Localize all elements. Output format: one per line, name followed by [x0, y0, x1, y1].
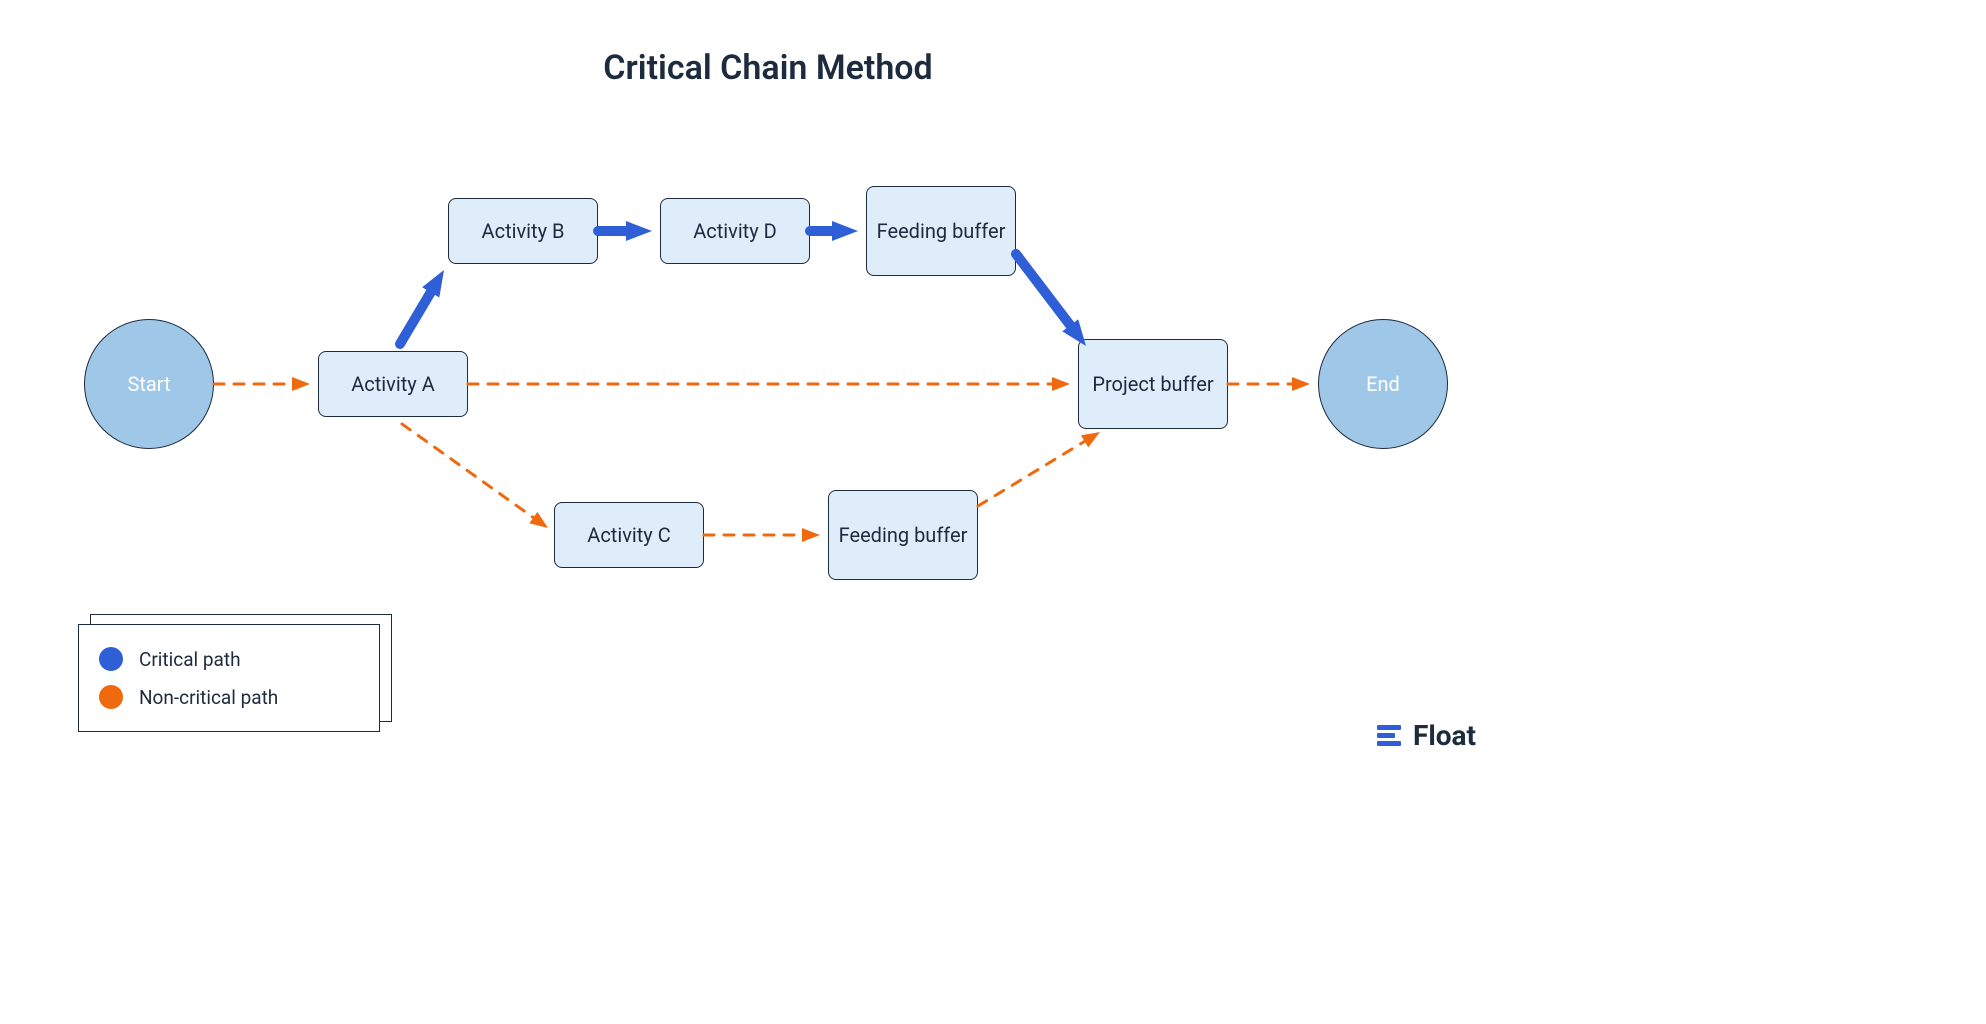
- legend: Critical path Non-critical path: [78, 624, 380, 732]
- float-logo-icon: [1377, 723, 1407, 749]
- node-end: End: [1318, 319, 1448, 449]
- node-activity-c-label: Activity C: [587, 522, 670, 548]
- node-project-buffer: Project buffer: [1078, 339, 1228, 429]
- legend-row-critical: Critical path: [99, 647, 359, 671]
- node-project-buffer-label: Project buffer: [1092, 371, 1213, 397]
- legend-panel: Critical path Non-critical path: [78, 624, 380, 732]
- legend-row-noncritical: Non-critical path: [99, 685, 359, 709]
- brand-name: Float: [1413, 719, 1476, 752]
- legend-dot-critical: [99, 647, 123, 671]
- node-feeding-buffer-top: Feeding buffer: [866, 186, 1016, 276]
- node-start-label: Start: [127, 372, 170, 396]
- node-end-label: End: [1366, 372, 1400, 396]
- node-activity-a: Activity A: [318, 351, 468, 417]
- legend-label-critical: Critical path: [139, 648, 241, 671]
- node-activity-d-label: Activity D: [693, 218, 777, 244]
- node-activity-d: Activity D: [660, 198, 810, 264]
- node-activity-b: Activity B: [448, 198, 598, 264]
- legend-label-noncritical: Non-critical path: [139, 686, 278, 709]
- node-activity-b-label: Activity B: [482, 218, 565, 244]
- legend-dot-noncritical: [99, 685, 123, 709]
- node-activity-a-label: Activity A: [351, 371, 435, 397]
- node-activity-c: Activity C: [554, 502, 704, 568]
- node-feeding-buffer-top-label: Feeding buffer: [877, 218, 1006, 244]
- diagram-title: Critical Chain Method: [603, 48, 932, 88]
- node-start: Start: [84, 319, 214, 449]
- node-feeding-buffer-bottom-label: Feeding buffer: [839, 522, 968, 548]
- node-feeding-buffer-bottom: Feeding buffer: [828, 490, 978, 580]
- brand: Float: [1377, 719, 1476, 752]
